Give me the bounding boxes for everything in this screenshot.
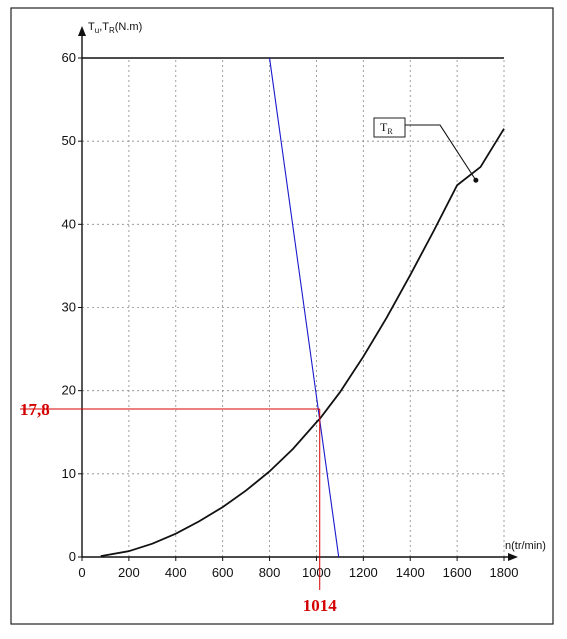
x-axis-title: n(tr/min) bbox=[505, 540, 546, 552]
x-tick-label: 200 bbox=[118, 565, 140, 580]
x-tick-label: 1000 bbox=[302, 565, 331, 580]
y-tick-labels: 0 10 20 30 40 50 60 bbox=[62, 50, 76, 564]
y-tick-label: 30 bbox=[62, 300, 76, 315]
y-tick-label: 0 bbox=[69, 549, 76, 564]
x-tick-label: 1800 bbox=[490, 565, 519, 580]
grid bbox=[82, 57, 505, 557]
y-tick-label: 60 bbox=[62, 50, 76, 65]
annotation-layer: 17,8 1014 bbox=[20, 124, 479, 615]
legend-label: TR bbox=[380, 120, 393, 136]
legend-box bbox=[373, 117, 406, 138]
series-layer bbox=[100, 57, 505, 558]
series-line-blue bbox=[269, 57, 340, 558]
legend-pointer-line bbox=[405, 124, 477, 181]
axes bbox=[78, 26, 518, 561]
x-tick-label: 400 bbox=[165, 565, 187, 580]
series-line-torque bbox=[100, 128, 505, 558]
x-tick-label: 0 bbox=[78, 565, 85, 580]
x-tick-labels: 0 200 400 600 800 1000 1200 1400 1600 1800 bbox=[78, 565, 518, 580]
y-tick-label: 40 bbox=[62, 216, 76, 231]
x-tick-label: 1600 bbox=[443, 565, 472, 580]
intersection-x-label: 1014 bbox=[303, 596, 338, 615]
chart-frame bbox=[10, 7, 554, 625]
x-axis-arrow bbox=[508, 553, 518, 561]
y-tick-label: 20 bbox=[62, 383, 76, 398]
y-tick-label: 10 bbox=[62, 466, 76, 481]
x-tick-label: 600 bbox=[212, 565, 234, 580]
intersection-y-label: 17,8 bbox=[20, 400, 50, 419]
y-axis-title: Tu,TR(N.m) bbox=[88, 21, 142, 35]
x-tick-label: 1400 bbox=[396, 565, 425, 580]
y-axis-arrow bbox=[78, 26, 86, 36]
legend-pointer-dot bbox=[473, 177, 479, 183]
y-tick-label: 50 bbox=[62, 133, 76, 148]
x-tick-label: 1200 bbox=[349, 565, 378, 580]
x-tick-label: 800 bbox=[259, 565, 281, 580]
